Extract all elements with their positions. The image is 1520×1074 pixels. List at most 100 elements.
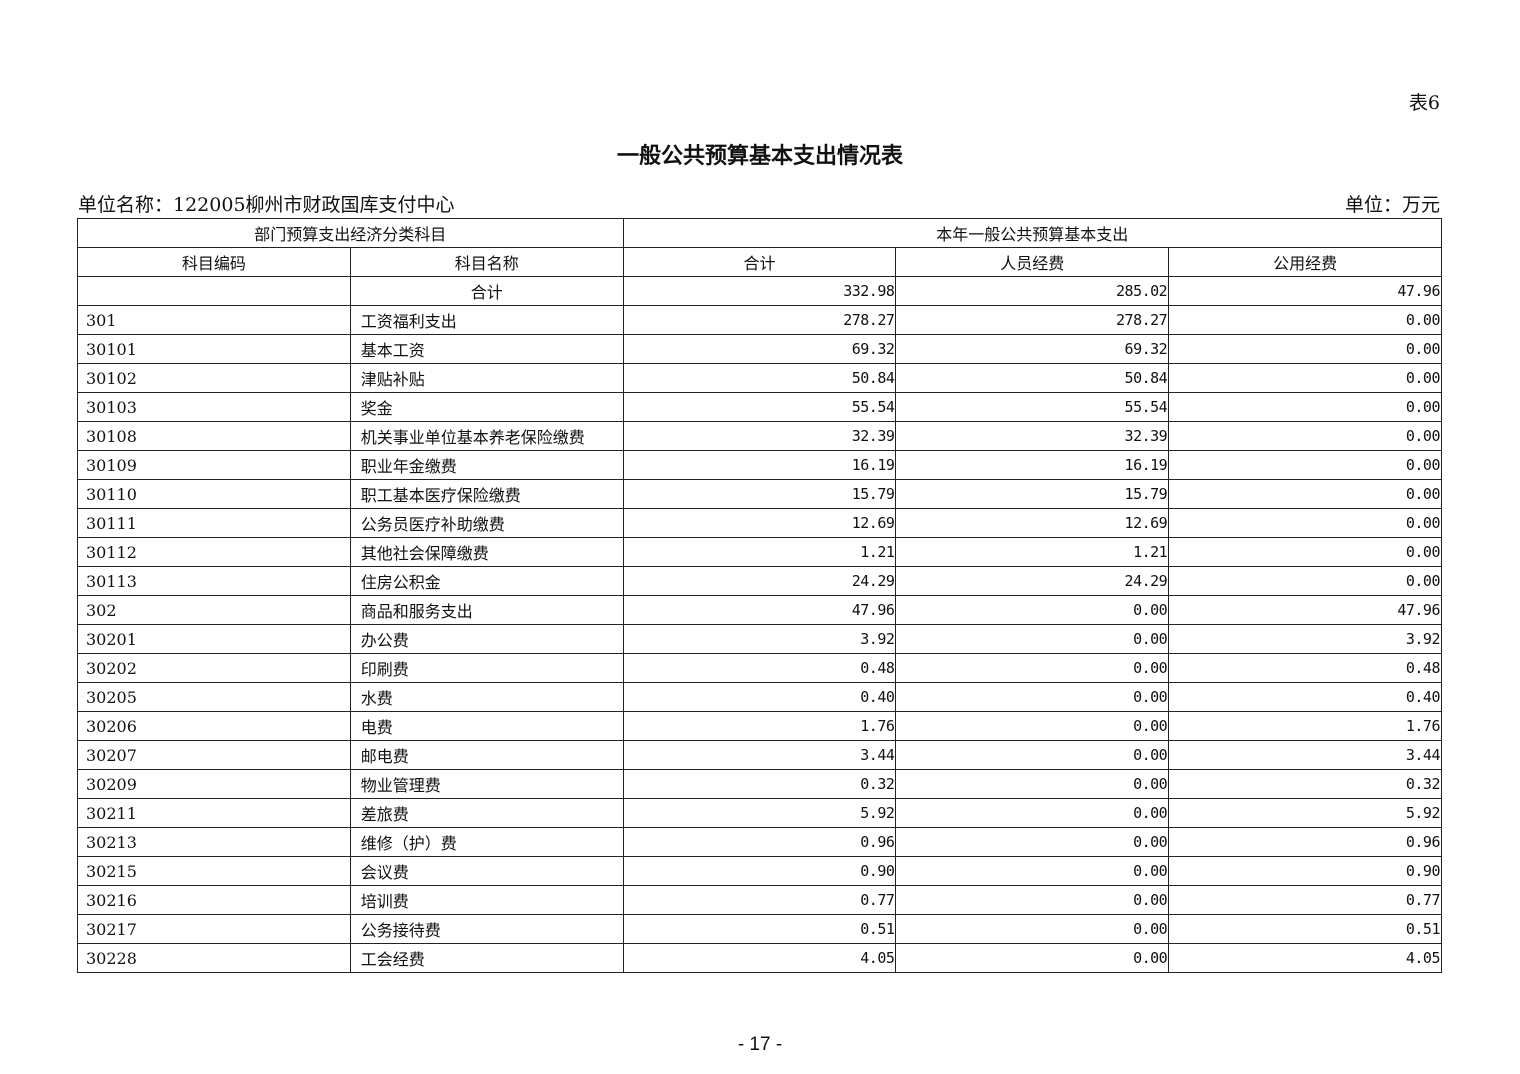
header-personnel: 人员经费 — [895, 247, 1170, 277]
cell-code: 30102 — [77, 363, 351, 393]
cell-name: 基本工资 — [349, 334, 624, 364]
cell-public: 0.00 — [1168, 479, 1442, 509]
cell-total: 69.32 — [622, 334, 897, 364]
cell-total: 1.21 — [622, 537, 897, 567]
cell-personnel: 0.00 — [895, 769, 1170, 799]
cell-public: 0.00 — [1168, 363, 1442, 393]
cell-personnel: 0.00 — [895, 798, 1170, 828]
cell-total: 32.39 — [622, 421, 897, 451]
table-row: 30215 会议费 0.90 0.00 0.90 — [77, 856, 1442, 886]
cell-personnel: 0.00 — [895, 856, 1170, 886]
cell-name: 职业年金缴费 — [349, 450, 624, 480]
table-row: 30217 公务接待费 0.51 0.00 0.51 — [77, 914, 1442, 944]
cell-code: 30103 — [77, 392, 351, 422]
budget-table: 部门预算支出经济分类科目 本年一般公共预算基本支出 科目编码 科目名称 合计 人… — [77, 218, 1443, 973]
total-code — [77, 276, 351, 306]
table-number: 表6 — [1408, 92, 1440, 114]
cell-name: 办公费 — [349, 624, 624, 654]
cell-public: 0.00 — [1168, 334, 1442, 364]
group-header-expenditure: 本年一般公共预算基本支出 — [622, 218, 1443, 248]
cell-personnel: 0.00 — [895, 943, 1170, 973]
cell-code: 30217 — [77, 914, 351, 944]
cell-total: 3.44 — [622, 740, 897, 770]
cell-personnel: 24.29 — [895, 566, 1170, 596]
cell-name: 工会经费 — [349, 943, 624, 973]
cell-name: 电费 — [349, 711, 624, 741]
cell-total: 3.92 — [622, 624, 897, 654]
cell-public: 0.96 — [1168, 827, 1442, 857]
cell-name: 邮电费 — [349, 740, 624, 770]
table-row: 30211 差旅费 5.92 0.00 5.92 — [77, 798, 1442, 828]
cell-code: 30207 — [77, 740, 351, 770]
cell-name: 其他社会保障缴费 — [349, 537, 624, 567]
cell-personnel: 278.27 — [895, 305, 1170, 335]
cell-public: 1.76 — [1168, 711, 1442, 741]
header-code: 科目编码 — [77, 247, 351, 277]
cell-personnel: 12.69 — [895, 508, 1170, 538]
cell-total: 50.84 — [622, 363, 897, 393]
cell-total: 278.27 — [622, 305, 897, 335]
cell-personnel: 0.00 — [895, 885, 1170, 915]
cell-name: 会议费 — [349, 856, 624, 886]
cell-code: 30113 — [77, 566, 351, 596]
cell-code: 30215 — [77, 856, 351, 886]
header-public: 公用经费 — [1168, 247, 1442, 277]
table-row: 30209 物业管理费 0.32 0.00 0.32 — [77, 769, 1442, 799]
cell-name: 培训费 — [349, 885, 624, 915]
table-row: 302 商品和服务支出 47.96 0.00 47.96 — [77, 595, 1442, 625]
cell-personnel: 15.79 — [895, 479, 1170, 509]
total-personnel: 285.02 — [895, 276, 1170, 306]
table-row: 30213 维修（护）费 0.96 0.00 0.96 — [77, 827, 1442, 857]
table-row: 30228 工会经费 4.05 0.00 4.05 — [77, 943, 1442, 973]
cell-code: 30216 — [77, 885, 351, 915]
cell-public: 0.00 — [1168, 566, 1442, 596]
cell-code: 30205 — [77, 682, 351, 712]
table-row: 30103 奖金 55.54 55.54 0.00 — [77, 392, 1442, 422]
cell-total: 47.96 — [622, 595, 897, 625]
table-row: 30108 机关事业单位基本养老保险缴费 32.39 32.39 0.00 — [77, 421, 1442, 451]
cell-code: 30112 — [77, 537, 351, 567]
cell-code: 301 — [77, 305, 351, 335]
unit-name: 单位名称：122005柳州市财政国库支付中心 — [78, 194, 455, 216]
cell-public: 5.92 — [1168, 798, 1442, 828]
header-total: 合计 — [622, 247, 897, 277]
cell-total: 4.05 — [622, 943, 897, 973]
table-row: 30111 公务员医疗补助缴费 12.69 12.69 0.00 — [77, 508, 1442, 538]
cell-total: 0.77 — [622, 885, 897, 915]
cell-total: 55.54 — [622, 392, 897, 422]
cell-public: 3.44 — [1168, 740, 1442, 770]
cell-personnel: 0.00 — [895, 827, 1170, 857]
cell-code: 30211 — [77, 798, 351, 828]
cell-name: 物业管理费 — [349, 769, 624, 799]
table-row: 30113 住房公积金 24.29 24.29 0.00 — [77, 566, 1442, 596]
cell-name: 公务接待费 — [349, 914, 624, 944]
header-row: 科目编码 科目名称 合计 人员经费 公用经费 — [77, 247, 1442, 277]
cell-total: 0.96 — [622, 827, 897, 857]
cell-total: 0.40 — [622, 682, 897, 712]
cell-personnel: 1.21 — [895, 537, 1170, 567]
table-row: 30102 津贴补贴 50.84 50.84 0.00 — [77, 363, 1442, 393]
cell-code: 30110 — [77, 479, 351, 509]
cell-code: 30108 — [77, 421, 351, 451]
cell-name: 维修（护）费 — [349, 827, 624, 857]
cell-public: 0.77 — [1168, 885, 1442, 915]
table-row: 30101 基本工资 69.32 69.32 0.00 — [77, 334, 1442, 364]
cell-name: 水费 — [349, 682, 624, 712]
cell-code: 30213 — [77, 827, 351, 857]
table-row: 30202 印刷费 0.48 0.00 0.48 — [77, 653, 1442, 683]
cell-name: 工资福利支出 — [349, 305, 624, 335]
cell-total: 0.32 — [622, 769, 897, 799]
table-row: 30201 办公费 3.92 0.00 3.92 — [77, 624, 1442, 654]
cell-public: 47.96 — [1168, 595, 1442, 625]
cell-personnel: 0.00 — [895, 682, 1170, 712]
table-row: 30205 水费 0.40 0.00 0.40 — [77, 682, 1442, 712]
table-row: 30109 职业年金缴费 16.19 16.19 0.00 — [77, 450, 1442, 480]
cell-code: 30201 — [77, 624, 351, 654]
cell-name: 住房公积金 — [349, 566, 624, 596]
page-number: - 17 - — [737, 1034, 783, 1055]
cell-public: 4.05 — [1168, 943, 1442, 973]
cell-total: 0.90 — [622, 856, 897, 886]
cell-public: 0.00 — [1168, 450, 1442, 480]
cell-total: 16.19 — [622, 450, 897, 480]
cell-personnel: 16.19 — [895, 450, 1170, 480]
